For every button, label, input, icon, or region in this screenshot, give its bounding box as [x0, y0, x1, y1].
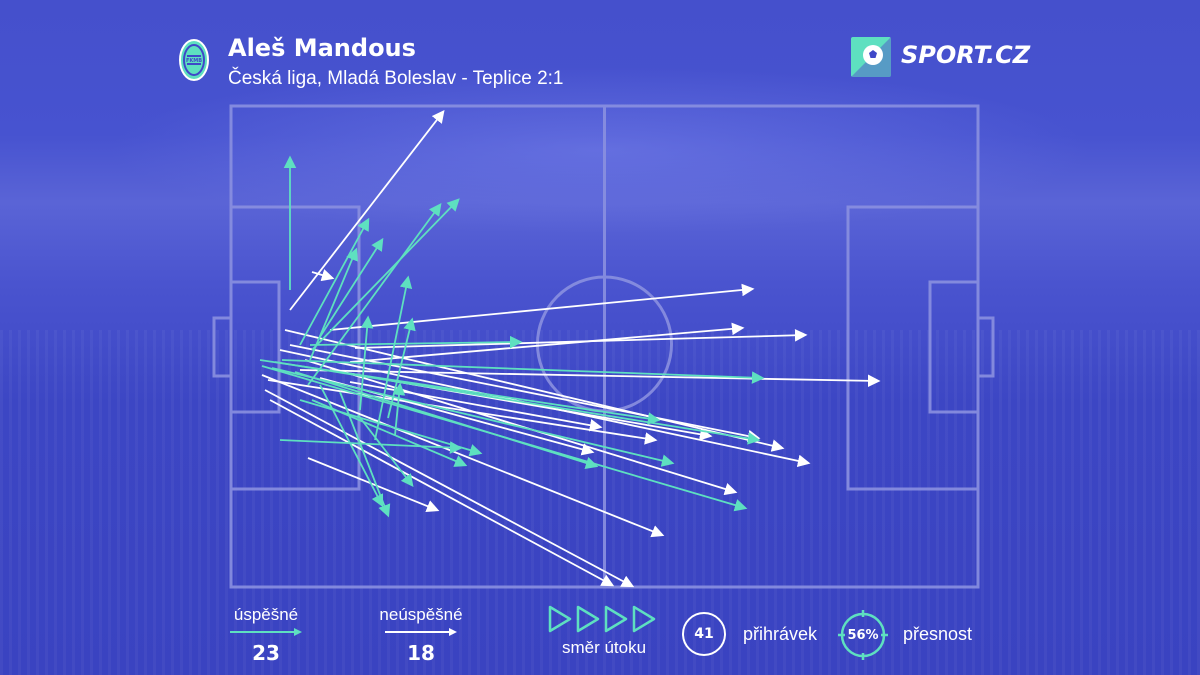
player-name: Aleš Mandous [228, 34, 416, 62]
successful-pass-arrow-18 [279, 439, 463, 454]
successful-pass-arrow-23 [357, 414, 414, 487]
unsuccessful-arrow-icon [385, 628, 457, 636]
right-penalty-area [846, 205, 980, 491]
legend-successful-label: úspěšné [233, 605, 299, 624]
unsuccessful-pass-arrow-3 [329, 283, 755, 331]
legend-unsuccessful: neúspěšné 18 [368, 605, 474, 665]
successful-pass-arrow-7 [374, 275, 413, 441]
right-goal [976, 316, 995, 378]
successful-pass-arrow-22 [319, 384, 384, 508]
successful-passes [259, 155, 765, 518]
unsuccessful-pass-arrow-13 [264, 389, 635, 588]
club-crest-icon: FKMB [179, 39, 209, 81]
left-goal-area [229, 280, 281, 414]
unsuccessful-pass-arrow-15 [307, 457, 440, 513]
unsuccessful-pass-arrow-6 [299, 369, 881, 388]
successful-pass-arrow-2 [307, 202, 442, 386]
legend-successful: úspěšné 23 [222, 605, 310, 665]
unsuccessful-pass-arrow-12 [261, 374, 665, 538]
successful-pass-arrow-14 [274, 361, 761, 445]
legend-unsuccessful-count: 18 [407, 641, 435, 665]
unsuccessful-pass-arrow-8 [289, 344, 761, 443]
legend-unsuccessful-label: neúspěšné [379, 605, 463, 624]
unsuccessful-pass-arrow-14 [269, 399, 615, 587]
successful-pass-arrow-9 [392, 382, 406, 436]
attack-direction-arrows-icon [548, 605, 656, 633]
total-passes-badge: 41 [682, 612, 726, 656]
successful-pass-arrow-3 [311, 198, 460, 351]
unsuccessful-pass-arrow-16 [349, 381, 603, 432]
successful-pass-arrow-4 [317, 237, 384, 341]
svg-text:FKMB: FKMB [186, 58, 202, 64]
successful-pass-arrow-16 [294, 371, 599, 470]
successful-pass-arrow-12 [281, 359, 765, 384]
grass-texture [0, 330, 1200, 675]
total-passes-label: přihrávek [743, 624, 818, 644]
unsuccessful-pass-arrow-4 [349, 322, 745, 363]
soccer-ball-icon [851, 37, 891, 77]
accuracy-ring-icon [838, 610, 888, 660]
left-goal [212, 316, 233, 378]
attack-direction-label: směr útoku [561, 638, 647, 657]
pitch-lines [212, 104, 995, 589]
match-info: Česká liga, Mladá Boleslav - Teplice 2:1 [228, 68, 564, 89]
successful-pass-arrow-11 [309, 335, 523, 349]
unsuccessful-pass-arrow-1 [289, 110, 445, 311]
right-goal-area [928, 280, 980, 414]
successful-arrow-icon [230, 628, 302, 636]
accuracy-label: přesnost [903, 624, 973, 644]
unsuccessful-pass-arrow-2 [311, 269, 335, 282]
successful-pass-arrow-5 [299, 217, 370, 346]
successful-pass-arrow-19 [299, 399, 483, 457]
left-penalty-area [229, 205, 361, 491]
unsuccessful-passes [261, 110, 881, 588]
brand-name: SPORT.CZ [901, 41, 1031, 69]
successful-pass-arrow-20 [311, 399, 468, 467]
attack-direction: směr útoku [546, 604, 662, 658]
accuracy-value: 56% [847, 627, 879, 643]
legend-successful-count: 23 [252, 641, 280, 665]
center-circle [536, 275, 673, 413]
successful-pass-arrow-6 [309, 247, 358, 361]
successful-pass-arrow-17 [271, 367, 675, 467]
unsuccessful-pass-arrow-5 [354, 328, 808, 349]
